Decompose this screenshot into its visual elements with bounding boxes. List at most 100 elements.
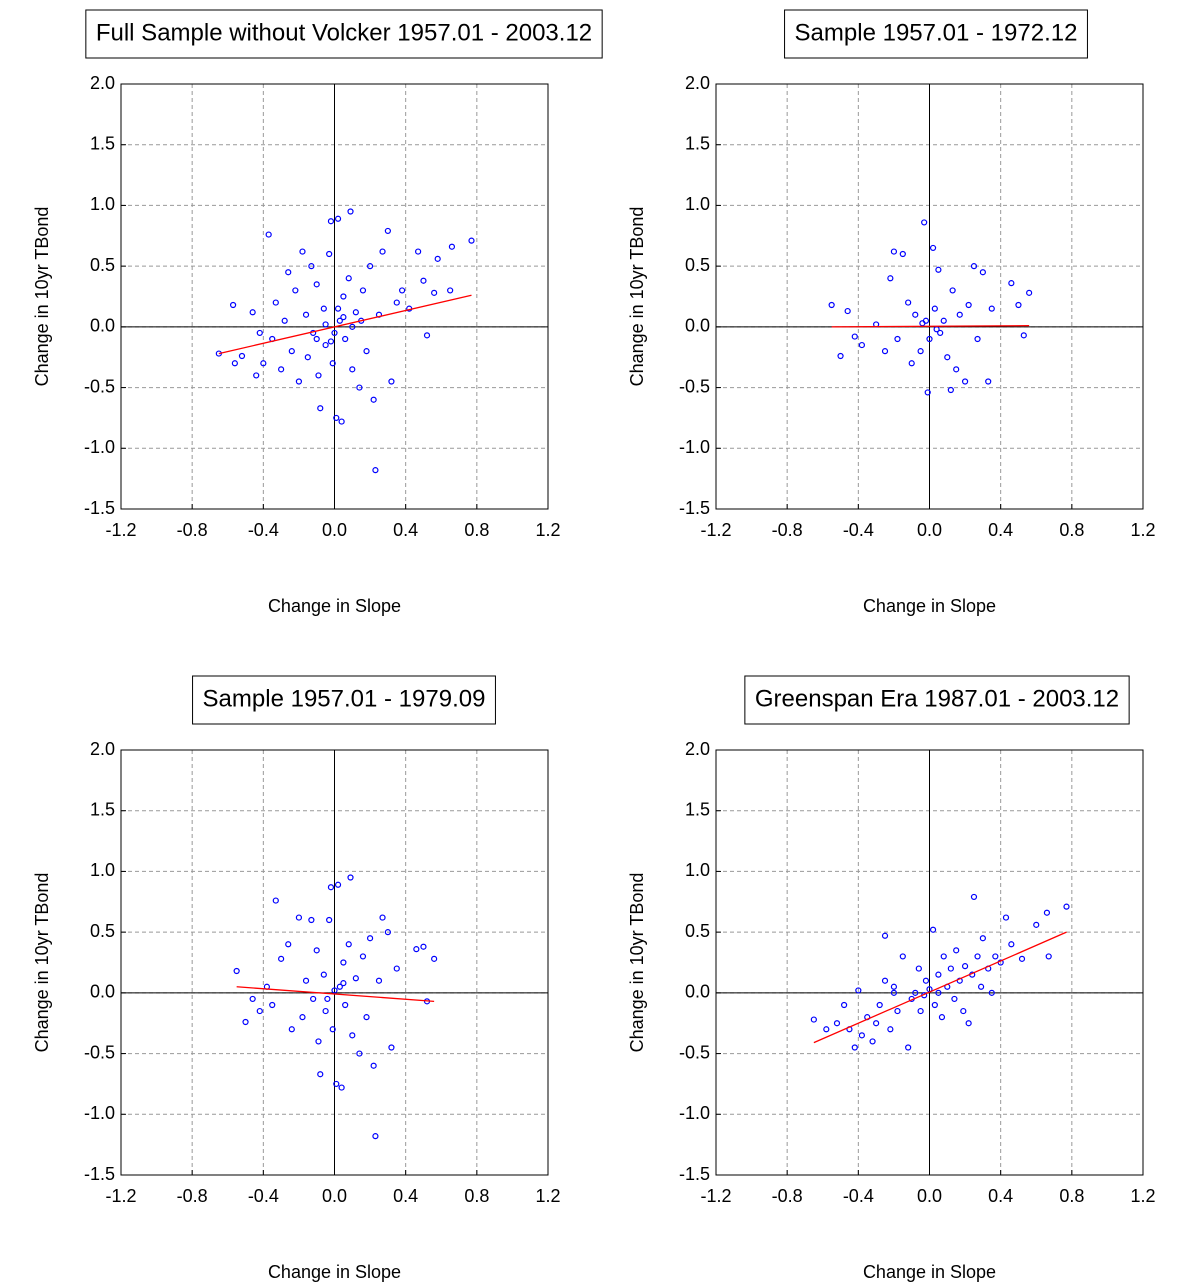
x-tick-label: 0.4 (988, 1186, 1013, 1206)
y-tick-label: -1.0 (679, 437, 710, 457)
x-tick-label: -0.8 (177, 520, 208, 540)
point (833, 1020, 841, 1027)
x-tick-label: -0.4 (843, 1186, 874, 1206)
point (285, 269, 292, 276)
point (894, 1007, 901, 1015)
point (363, 348, 370, 355)
plot-frame (715, 749, 1144, 1176)
point (345, 941, 352, 948)
y-tick-label: -1.5 (679, 1164, 710, 1184)
point (299, 248, 306, 255)
point (468, 237, 475, 244)
point (313, 947, 320, 954)
point (272, 299, 279, 306)
y-tick-label: 0.5 (685, 921, 710, 941)
point (974, 335, 981, 343)
point (935, 266, 942, 273)
point (320, 971, 327, 978)
point (953, 366, 960, 373)
point (420, 943, 427, 950)
point (379, 248, 386, 255)
point (295, 914, 303, 921)
point (951, 995, 958, 1003)
point (336, 317, 343, 324)
point (926, 335, 933, 343)
point (331, 329, 338, 337)
point (960, 1007, 967, 1015)
point (363, 1014, 370, 1021)
point (233, 967, 240, 975)
point (1008, 941, 1015, 948)
point (979, 269, 986, 276)
point (288, 348, 295, 355)
point (302, 977, 310, 984)
point (905, 1044, 912, 1051)
y-tick-label: 0.0 (685, 316, 710, 336)
point (317, 405, 324, 412)
point (281, 317, 288, 324)
y-tick-label: -0.5 (84, 1042, 115, 1062)
point (851, 333, 858, 340)
point (310, 995, 317, 1003)
point (399, 287, 406, 294)
point (965, 1020, 972, 1027)
point (988, 305, 995, 312)
point (924, 389, 931, 396)
point (858, 1032, 865, 1039)
point (349, 323, 356, 330)
point (869, 1038, 876, 1045)
point (308, 263, 315, 270)
point (423, 332, 431, 339)
point (322, 1007, 329, 1015)
point (347, 208, 354, 215)
point (315, 1038, 322, 1045)
point (1018, 955, 1026, 962)
point (345, 275, 352, 282)
title-box (192, 675, 496, 725)
x-tick-label: -1.2 (105, 520, 136, 540)
point (431, 955, 438, 962)
y-tick-label: -0.5 (84, 376, 115, 396)
point (1002, 914, 1010, 921)
y-tick-label: 0.0 (90, 982, 115, 1002)
point (334, 215, 342, 222)
point (992, 953, 999, 960)
point (917, 348, 924, 355)
point (823, 1026, 830, 1033)
panel: -1.2 -0.8 -0.4 0.0 0.4 0.8 1.2 -1.5 -1.0 -0.5 0.0 0… (627, 9, 1156, 616)
title-box (744, 675, 1130, 725)
point (985, 378, 992, 385)
point (253, 372, 260, 379)
x-tick-label: 0.0 (917, 520, 942, 540)
y-tick-label: 2.0 (90, 739, 115, 759)
point (342, 1001, 349, 1009)
point (921, 219, 928, 226)
point (313, 335, 320, 343)
point (881, 348, 889, 355)
point (322, 341, 329, 349)
point (931, 1001, 938, 1009)
point (947, 386, 954, 394)
x-tick-label: -0.4 (843, 520, 874, 540)
panel: -1.2 -0.8 -0.4 0.0 0.4 0.8 1.2 -1.5 -1.0 -0.5 0.0 0… (627, 675, 1156, 1282)
point (961, 963, 969, 970)
point (1020, 332, 1027, 339)
point (448, 243, 456, 250)
point (347, 874, 354, 881)
point (431, 289, 438, 296)
point (388, 1044, 395, 1051)
y-tick-label: 0.5 (685, 255, 710, 275)
y-tick-label: 2.0 (90, 73, 115, 93)
point (295, 378, 303, 385)
point (249, 995, 256, 1003)
x-axis-label: Change in Slope (863, 596, 996, 616)
point (370, 1062, 377, 1069)
point (935, 989, 942, 996)
point (372, 467, 379, 474)
point (288, 1026, 295, 1033)
point (931, 305, 938, 312)
point (855, 987, 862, 994)
point (315, 372, 322, 379)
fit-line (218, 294, 472, 355)
